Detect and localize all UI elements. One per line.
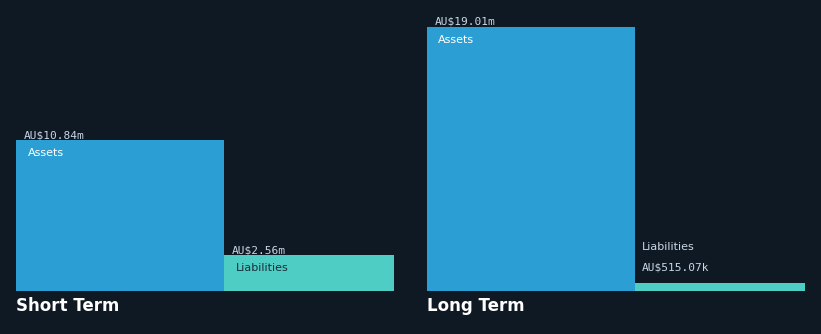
Text: Liabilities: Liabilities — [642, 242, 695, 252]
Text: Short Term: Short Term — [16, 297, 120, 315]
Bar — [635, 284, 805, 291]
Text: AU$2.56m: AU$2.56m — [232, 245, 286, 255]
Text: Assets: Assets — [28, 148, 64, 158]
Bar — [16, 140, 224, 291]
Bar — [427, 27, 635, 291]
Text: AU$19.01m: AU$19.01m — [434, 17, 495, 27]
Text: Long Term: Long Term — [427, 297, 525, 315]
Text: Liabilities: Liabilities — [236, 263, 288, 273]
Text: AU$10.84m: AU$10.84m — [24, 130, 85, 140]
Bar — [224, 255, 394, 291]
Text: Assets: Assets — [438, 35, 475, 45]
Text: AU$515.07k: AU$515.07k — [642, 263, 709, 273]
